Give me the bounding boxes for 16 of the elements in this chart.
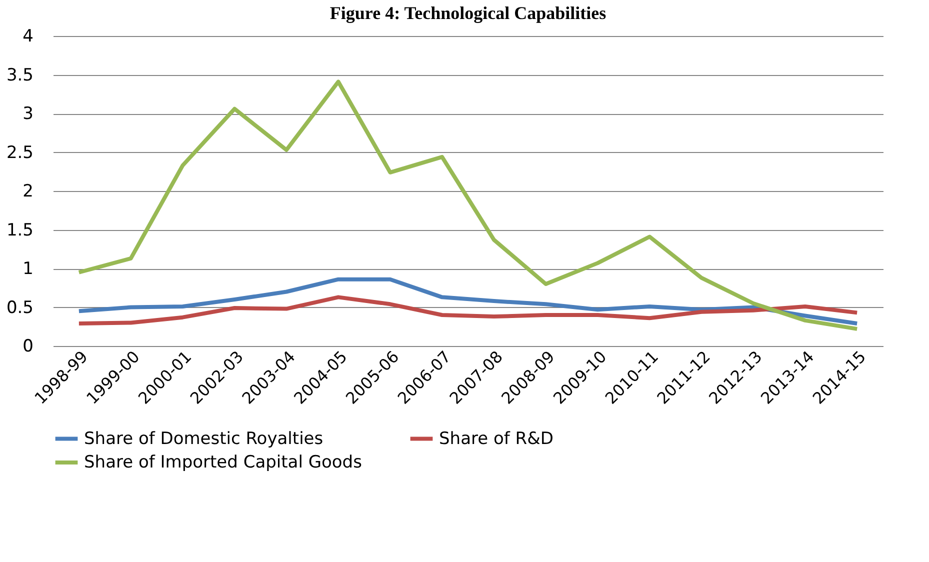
chart-title: Figure 4: Technological Capabilities (330, 3, 606, 23)
y-tick-label: 0 (22, 336, 34, 356)
y-tick-label: 2.5 (6, 142, 34, 163)
y-tick-label: 0.5 (6, 298, 34, 318)
line-series (76, 277, 860, 326)
y-tick-label: 3 (22, 104, 34, 124)
legend-label: Share of Imported Capital Goods (84, 452, 362, 472)
legend-label: Share of R&D (439, 428, 554, 449)
y-tick-label: 3.5 (6, 65, 34, 86)
y-tick-label: 1 (22, 259, 34, 279)
y-tick-label: 2 (22, 182, 34, 202)
line-series (76, 80, 860, 331)
y-tick-label: 4 (22, 26, 34, 46)
line-series (76, 295, 860, 326)
y-tick-label: 1.5 (6, 220, 34, 240)
legend-label: Share of Domestic Royalties (84, 428, 324, 449)
